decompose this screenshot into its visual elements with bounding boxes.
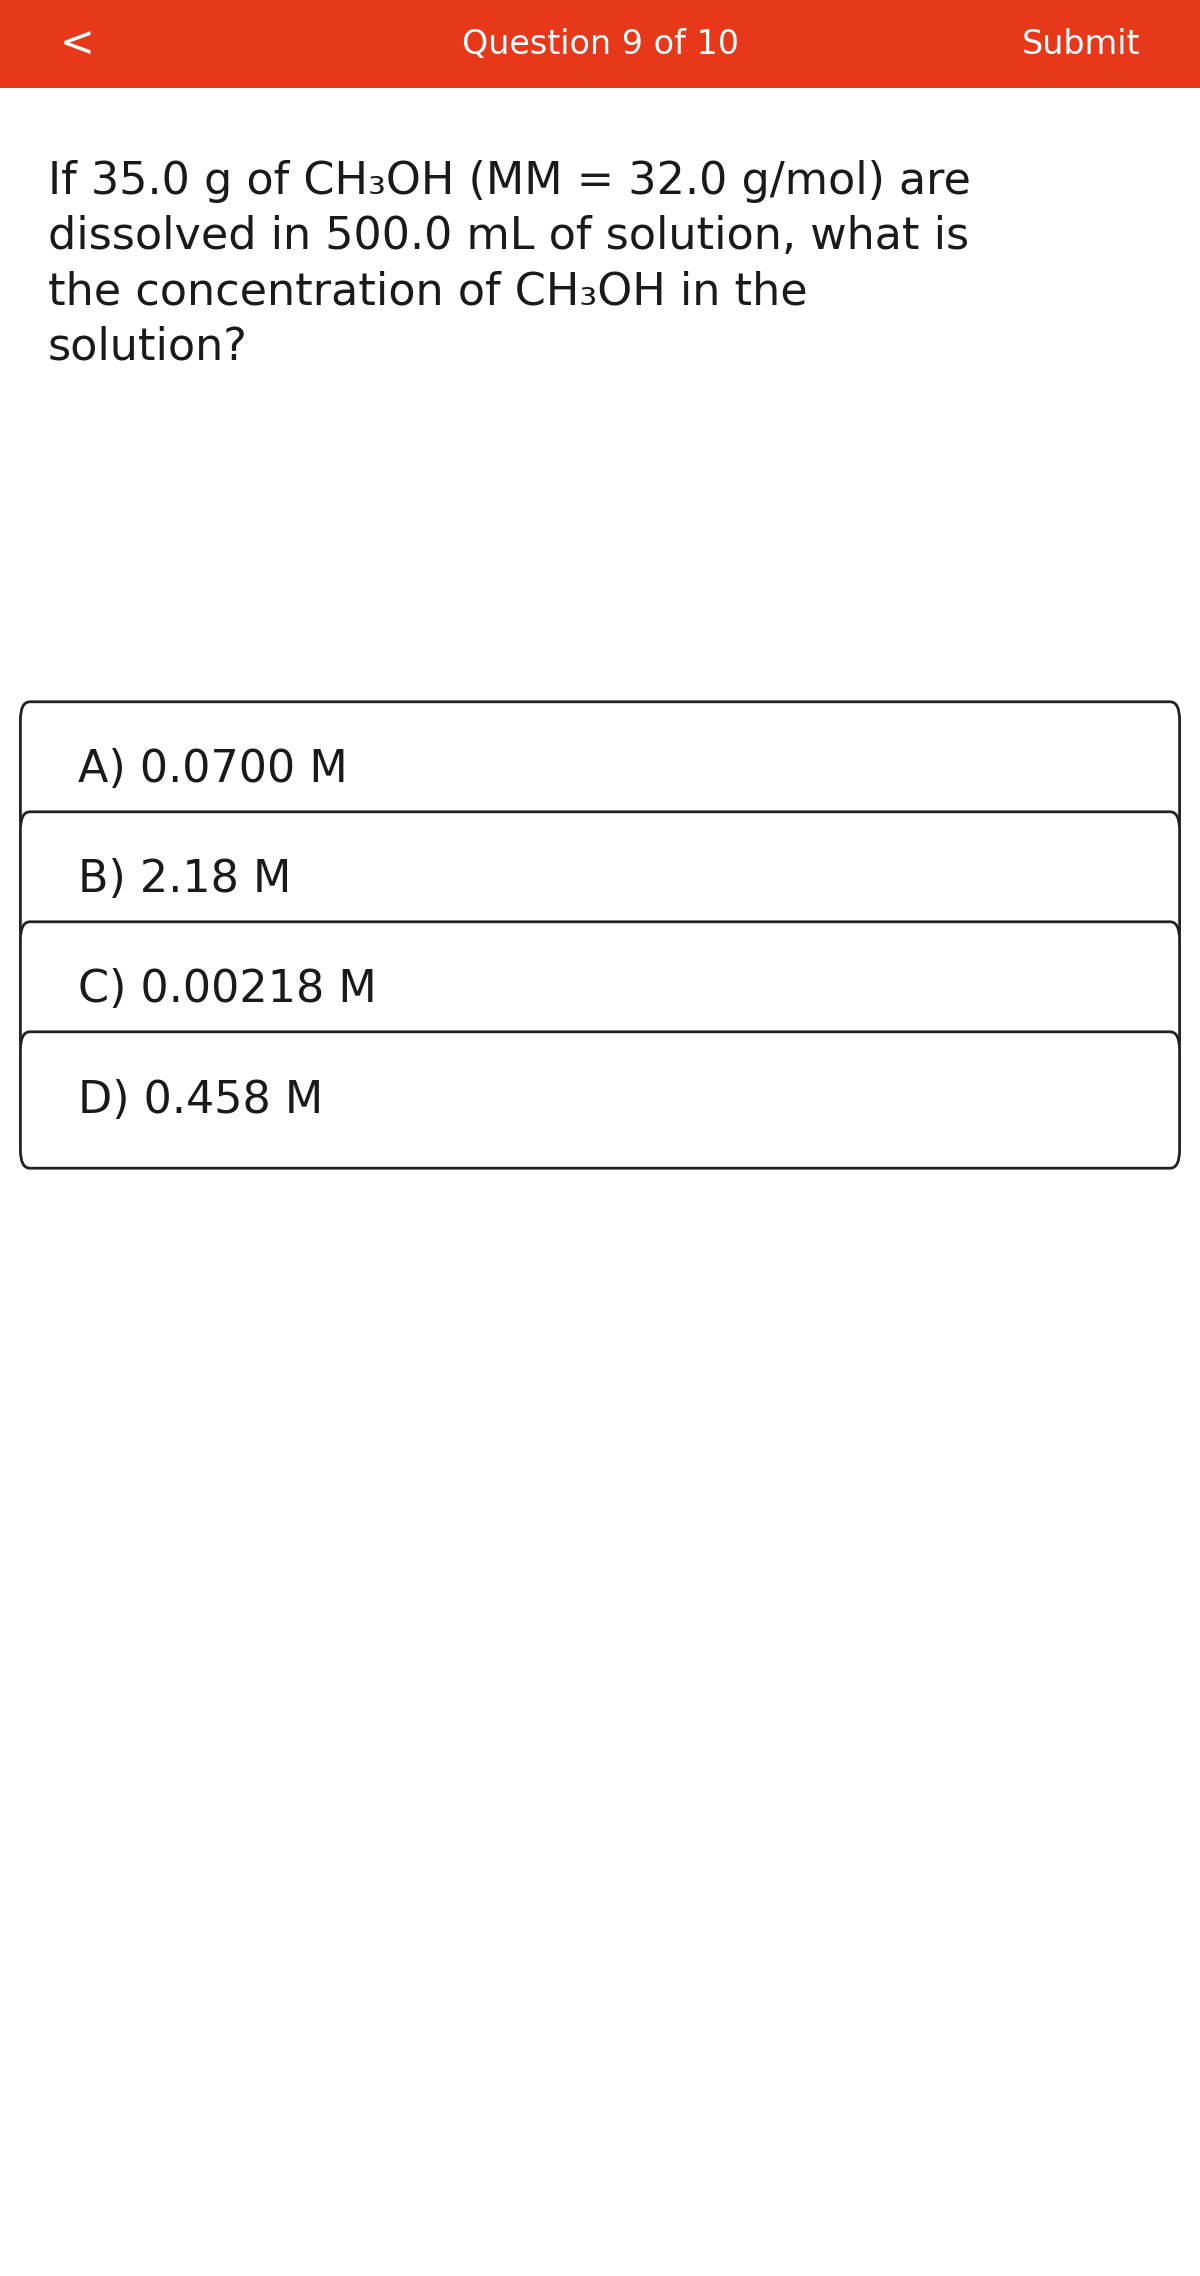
Text: A) 0.0700 M: A) 0.0700 M	[78, 749, 348, 792]
Bar	[0, 0, 1200, 89]
Text: <: <	[60, 23, 95, 66]
Text: B) 2.18 M: B) 2.18 M	[78, 858, 292, 901]
Text: D) 0.458 M: D) 0.458 M	[78, 1079, 323, 1122]
Text: Question 9 of 10: Question 9 of 10	[462, 27, 738, 61]
Text: If 35.0 g of CH₃OH (MM = 32.0 g/mol) are: If 35.0 g of CH₃OH (MM = 32.0 g/mol) are	[48, 159, 971, 203]
Text: solution?: solution?	[48, 325, 248, 369]
FancyBboxPatch shape	[20, 813, 1180, 949]
FancyBboxPatch shape	[20, 701, 1180, 838]
Text: dissolved in 500.0 mL of solution, what is: dissolved in 500.0 mL of solution, what …	[48, 214, 970, 257]
Text: the concentration of CH₃OH in the: the concentration of CH₃OH in the	[48, 271, 808, 314]
FancyBboxPatch shape	[20, 1031, 1180, 1168]
Text: C) 0.00218 M: C) 0.00218 M	[78, 970, 377, 1011]
Text: Submit: Submit	[1021, 27, 1140, 61]
FancyBboxPatch shape	[20, 922, 1180, 1058]
